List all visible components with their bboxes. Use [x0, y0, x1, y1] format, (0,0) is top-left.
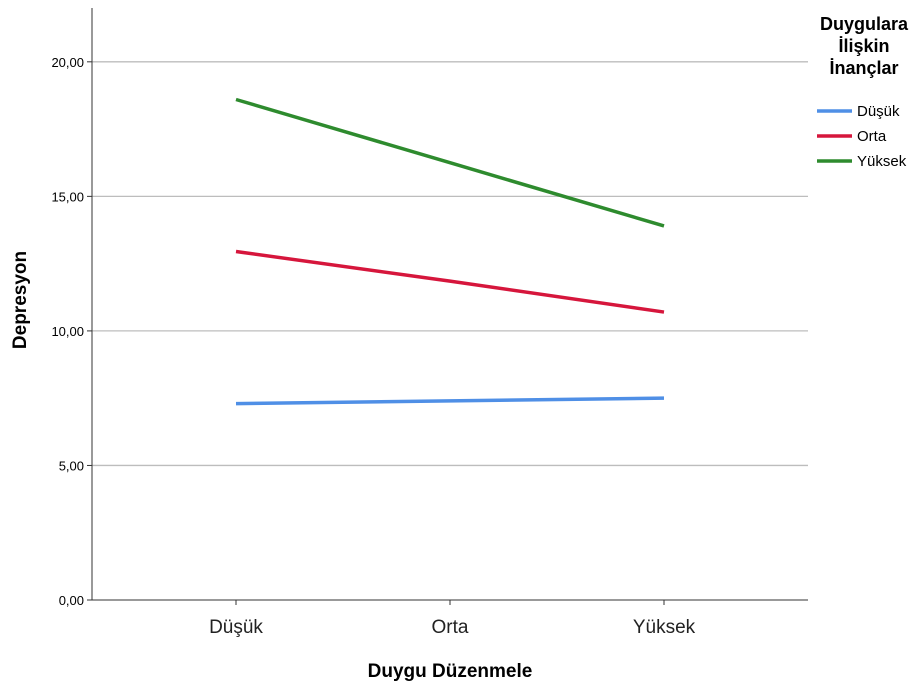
legend-title-line-2: İlişkin	[838, 36, 889, 56]
x-axis-ticks: Düşük Orta Yüksek	[209, 600, 696, 638]
legend: Duygulara İlişkin İnançlar Düşük Orta Yüks…	[817, 14, 909, 170]
legend-label-Orta: Orta	[857, 128, 887, 145]
x-tick-label: Düşük	[209, 617, 263, 638]
legend-label-Yüksek: Yüksek	[857, 153, 907, 170]
series-line-Orta	[235, 249, 665, 314]
series-lines	[235, 97, 665, 406]
legend-items: Düşük Orta Yüksek	[817, 103, 907, 170]
y-tick-label: 10,00	[51, 324, 84, 339]
y-tick-label: 15,00	[51, 189, 84, 204]
y-tick-label: 5,00	[59, 458, 84, 473]
x-tick-label: Orta	[432, 617, 469, 638]
y-axis-title: Depresyon	[10, 251, 31, 349]
gridlines	[92, 61, 808, 467]
legend-title-line-3: İnançlar	[829, 58, 898, 78]
series-line-Yüksek	[235, 97, 665, 228]
legend-label-Düşük: Düşük	[857, 103, 900, 120]
series-line-Düşük	[235, 396, 665, 406]
y-tick-label: 20,00	[51, 55, 84, 70]
y-axis-ticks: 0,00 5,00 10,00 15,00 20,00	[51, 55, 92, 608]
x-axis-title: Duygu Düzenmele	[368, 661, 533, 682]
legend-title-line-1: Duygulara	[820, 14, 909, 34]
x-tick-label: Yüksek	[633, 617, 696, 638]
y-tick-label: 0,00	[59, 593, 84, 608]
